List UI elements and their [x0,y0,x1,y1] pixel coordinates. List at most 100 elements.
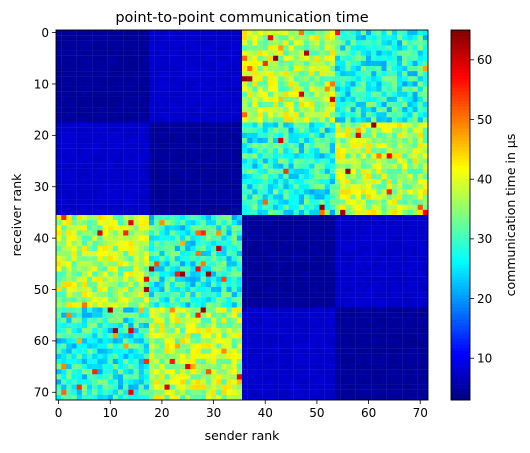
heatmap-cell [257,245,263,252]
heatmap-cell [159,137,165,144]
heatmap-cell [324,281,330,288]
heatmap-cell [133,317,139,324]
heatmap-cell [61,261,67,267]
heatmap-cell [314,179,320,185]
heatmap-cell [221,101,227,108]
heatmap-cell [138,65,144,72]
heatmap-cell [76,71,82,77]
heatmap-cell [61,338,67,344]
heatmap-cell [381,317,387,324]
heatmap-cell [226,220,232,226]
heatmap-cell [298,137,305,144]
heatmap-cell [231,322,237,329]
heatmap-cell [216,153,222,159]
heatmap-cell [319,225,325,231]
heatmap-cell [123,65,129,72]
heatmap-cell [386,91,392,97]
heatmap-cell [236,86,243,92]
heatmap-cell [97,276,103,282]
heatmap-cell [76,240,82,246]
heatmap-cell [81,245,88,252]
heatmap-cell [242,143,248,149]
heatmap-cell [355,127,361,133]
heatmap-cell [81,101,88,108]
heatmap-cell [324,220,330,226]
heatmap-cell [195,194,201,200]
heatmap-cell [118,91,124,97]
heatmap-cell [236,153,243,159]
heatmap-cell [376,76,382,82]
heatmap-cell [397,235,403,241]
heatmap-cell [273,338,279,344]
heatmap-cell [128,158,134,164]
heatmap-cell [371,122,377,128]
heatmap-cell [195,122,201,128]
heatmap-cell [252,312,258,318]
heatmap-cell [402,153,408,159]
heatmap-cell [92,328,98,334]
heatmap-cell [174,256,181,262]
heatmap-cell [376,143,382,149]
heatmap-cell [340,81,346,87]
heatmap-cell [422,153,429,159]
heatmap-cell [112,153,119,159]
heatmap-cell [397,256,403,262]
heatmap-cell [149,302,155,308]
heatmap-cell [257,137,263,144]
heatmap-cell [381,286,387,293]
heatmap-cell [236,189,243,195]
heatmap-cell [107,81,113,87]
heatmap-cell [149,60,155,67]
heatmap-cell [92,379,98,385]
heatmap-cell [118,143,124,149]
heatmap-cell [273,343,279,349]
heatmap-cell [216,338,222,344]
heatmap-cell [376,40,382,46]
heatmap-cell [71,302,77,308]
heatmap-cell [417,322,423,329]
heatmap-cell [304,122,310,128]
heatmap-cell [324,322,330,329]
heatmap-cell [195,358,201,365]
heatmap-cell [164,374,170,380]
heatmap-cell [226,194,232,200]
heatmap-cell [371,137,377,144]
heatmap-cell [381,328,387,334]
heatmap-cell [128,230,134,236]
heatmap-cell [164,215,170,221]
heatmap-cell [128,184,134,190]
heatmap-cell [278,168,284,175]
heatmap-cell [267,153,274,159]
heatmap-cell [102,256,108,262]
heatmap-cell [107,179,113,185]
heatmap-cell [123,35,129,41]
heatmap-cell [391,328,398,334]
heatmap-cell [87,328,93,334]
heatmap-cell [366,122,372,128]
heatmap-cell [309,322,315,329]
heatmap-cell [221,204,227,211]
heatmap-cell [164,76,170,82]
heatmap-cell [309,225,315,231]
heatmap-cell [324,96,330,103]
heatmap-cell [242,322,248,329]
heatmap-cell [81,60,88,67]
heatmap-cell [247,215,253,221]
heatmap-cell [283,276,289,282]
heatmap-cell [190,328,196,334]
heatmap-cell [118,45,124,51]
heatmap-cell [174,266,181,272]
heatmap-cell [262,245,268,252]
heatmap-cell [422,143,429,149]
heatmap-cell [112,302,119,308]
heatmap-cell [324,215,330,221]
heatmap-cell [169,364,175,370]
heatmap-cell [231,199,237,205]
heatmap-cell [386,40,392,46]
heatmap-cell [236,292,243,298]
heatmap-cell [242,256,248,262]
heatmap-cell [417,215,423,221]
heatmap-cell [211,297,217,303]
heatmap-cell [262,60,268,67]
heatmap-cell [355,81,361,87]
